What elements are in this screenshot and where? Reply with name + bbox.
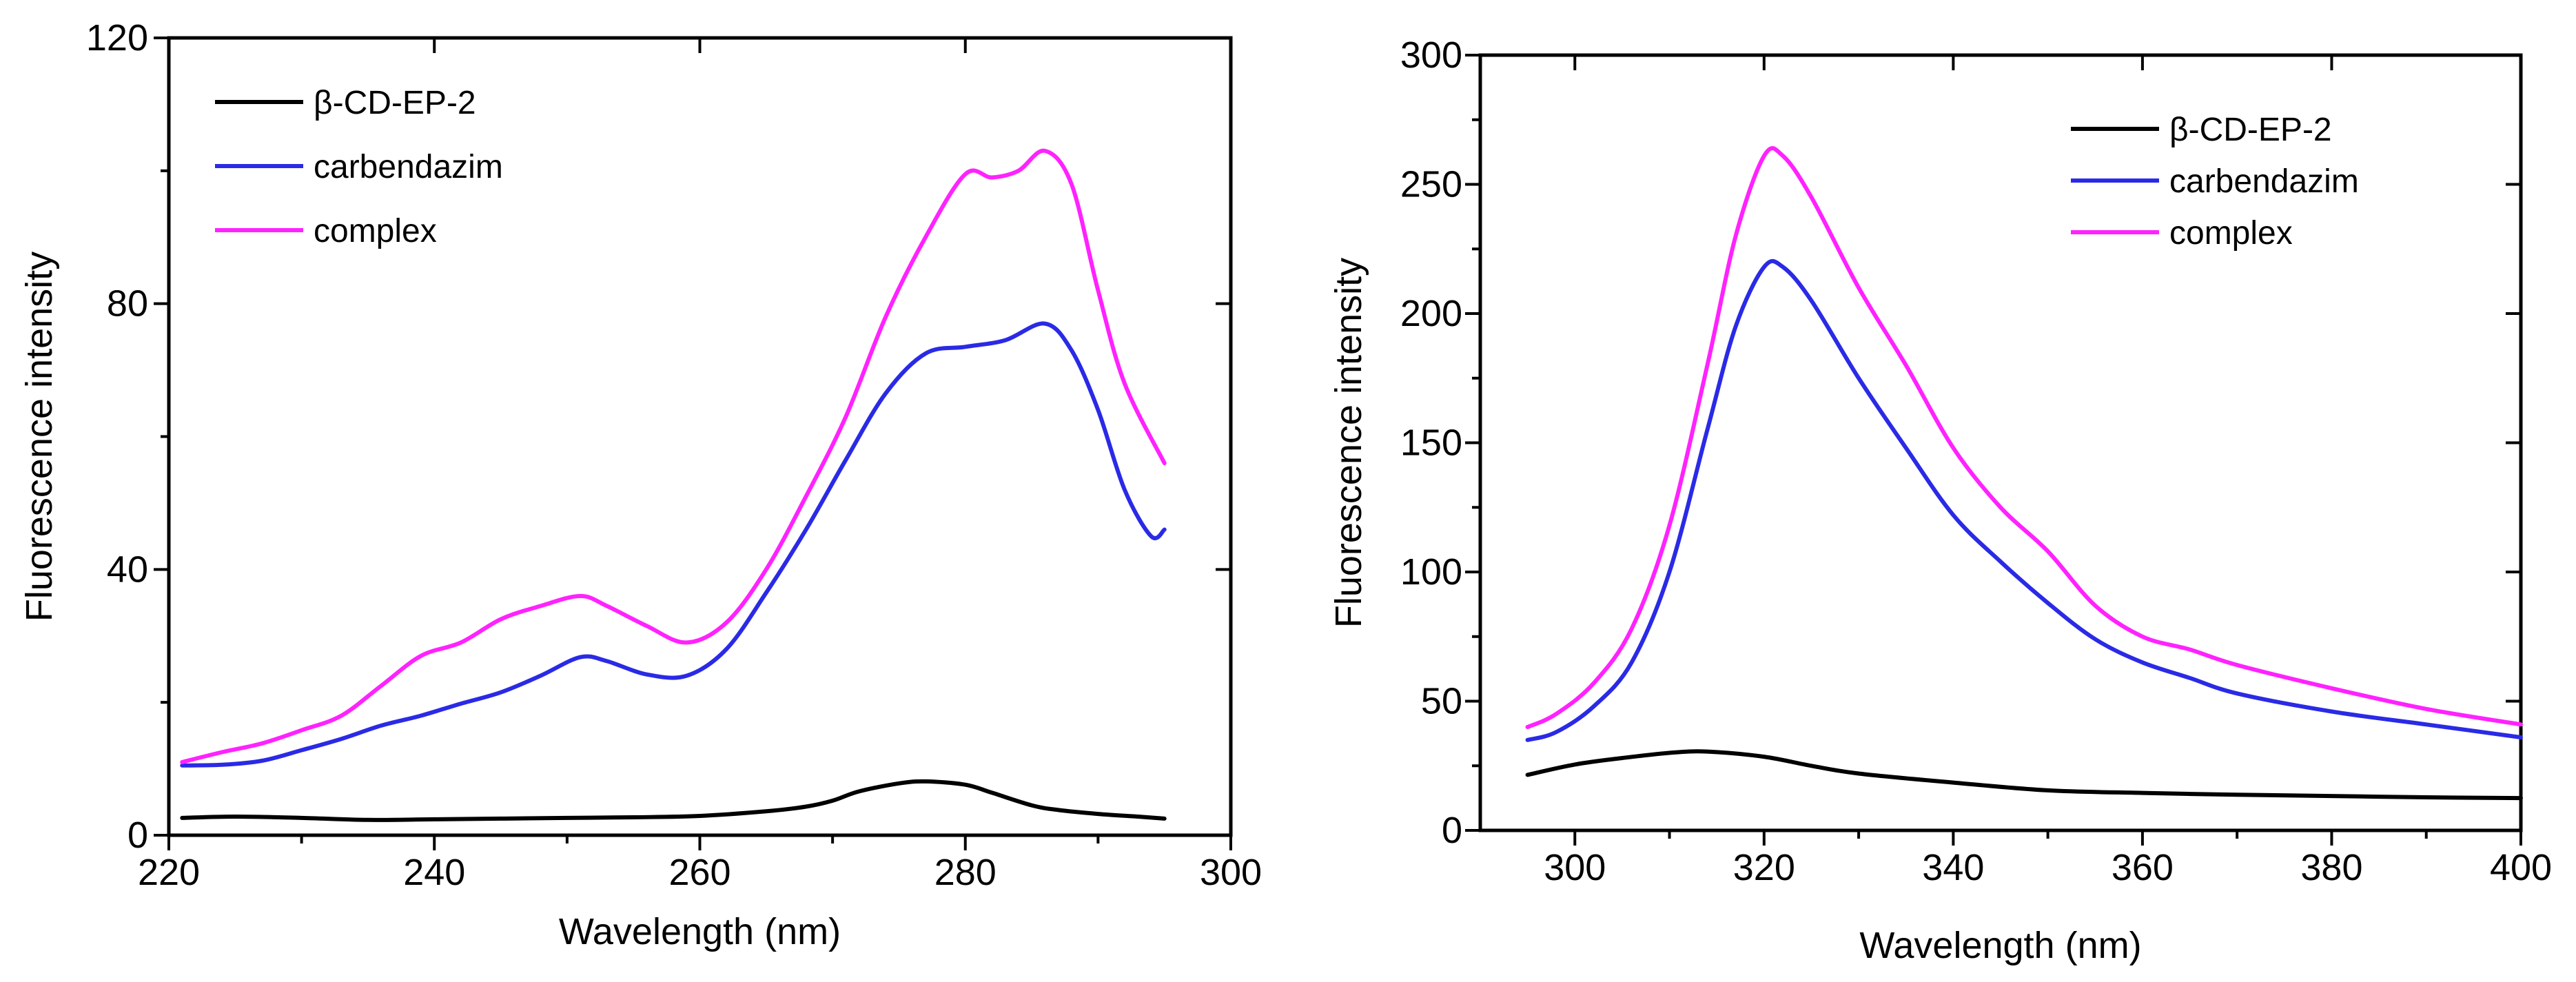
x-tick-label: 280 [934,852,996,893]
y-tick-label: 150 [1400,422,1462,464]
series-line-carbendazim [180,321,1167,768]
legend-label: complex [314,213,437,249]
legend-label: β-CD-EP-2 [314,85,476,121]
y-tick-label: 300 [1400,34,1462,76]
y-tick-label: 100 [1400,551,1462,593]
x-tick-label: 380 [2300,847,2362,888]
x-tick-label: 240 [403,852,465,893]
plot-frame [1478,53,2523,832]
series-line-complex [1525,146,2523,729]
x-tick-label: 260 [668,852,730,893]
series-line-cd-ep-2 [1525,749,2523,801]
legend-label: carbendazim [314,149,503,185]
x-tick-label: 400 [2490,847,2552,888]
chart-left: 220 240 260 280 300 0 40 80 120 Wavelength (nm) Fl… [19,17,1262,952]
x-tick-label: 300 [1200,852,1262,893]
y-tick-label: 250 [1400,164,1462,205]
y-axis-title: Fluorescence intensity [1328,258,1369,628]
series-line-cd-ep-2 [180,779,1167,822]
x-tick-label: 360 [2112,847,2174,888]
y-tick-label: 0 [127,815,148,856]
y-tick-label: 80 [107,283,148,325]
chart-right: 300 320 340 360 380 400 0 50 100 150 200 250 300 Wave… [1328,34,2552,966]
x-tick-label: 220 [138,852,200,893]
y-tick-label: 0 [1442,810,1462,851]
y-tick-label: 50 [1421,681,1462,722]
x-tick-label: 320 [1733,847,1795,888]
legend-label: carbendazim [2169,163,2359,200]
x-tick-label: 300 [1544,847,1606,888]
legend-label: complex [2169,215,2293,252]
y-tick-label: 120 [86,17,148,59]
series-line-complex [180,148,1167,764]
x-axis-title: Wavelength (nm) [1859,925,2141,966]
legend-label: β-CD-EP-2 [2169,112,2332,148]
y-tick-label: 200 [1400,293,1462,334]
y-axis-title: Fluorescence intensity [19,252,60,622]
x-axis-title: Wavelength (nm) [559,911,841,952]
x-tick-label: 340 [1922,847,1984,888]
y-tick-label: 40 [107,549,148,590]
series-line-carbendazim [1525,259,2523,742]
